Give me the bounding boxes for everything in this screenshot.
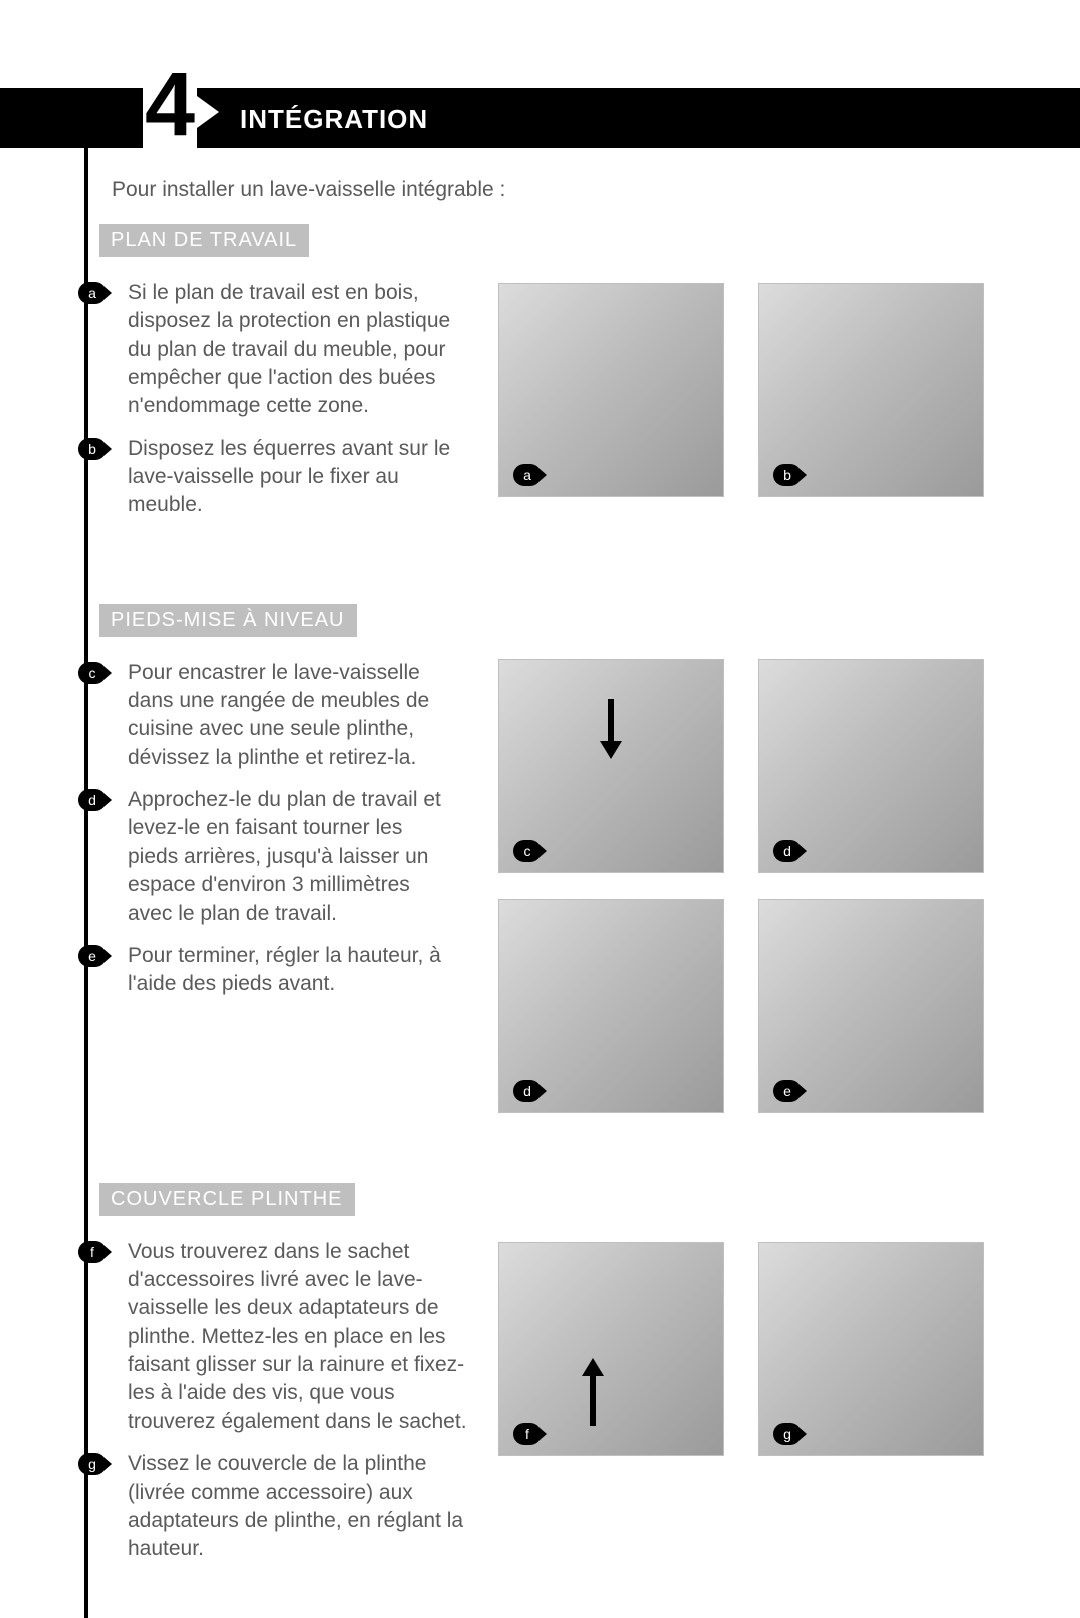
step-d-text: Approchez-le du plan de travail et levez… bbox=[128, 786, 458, 928]
subheading-couvercle: COUVERCLE PLINTHE bbox=[96, 1183, 355, 1216]
bullet-b: b bbox=[78, 438, 106, 460]
figure-e: e bbox=[758, 899, 984, 1113]
step-d: d Approchez-le du plan de travail et lev… bbox=[78, 786, 458, 928]
text-col-couvercle: f Vous trouverez dans le sachet d'access… bbox=[88, 1238, 478, 1578]
row-pieds: c Pour encastrer le lave-vaisselle dans … bbox=[88, 659, 1080, 1113]
figure-c: c bbox=[498, 659, 724, 873]
subheading-pieds: PIEDS-MISE À NIVEAU bbox=[96, 604, 357, 637]
step-c-text: Pour encastrer le lave-vaisselle dans un… bbox=[128, 659, 458, 772]
row-plan: a Si le plan de travail est en bois, dis… bbox=[88, 279, 1080, 534]
figure-b-tag: b bbox=[773, 464, 801, 486]
figure-d2-tag: d bbox=[513, 1080, 541, 1102]
page: 4 INTÉGRATION Pour installer un lave-vai… bbox=[0, 88, 1080, 1618]
step-number-badge: 4 bbox=[130, 62, 210, 148]
bullet-e: e bbox=[78, 945, 106, 967]
step-f-text: Vous trouverez dans le sachet d'accessoi… bbox=[128, 1238, 478, 1436]
step-c: c Pour encastrer le lave-vaisselle dans … bbox=[78, 659, 458, 772]
step-a-text: Si le plan de travail est en bois, dispo… bbox=[128, 279, 458, 421]
step-e: e Pour terminer, régler la hauteur, à l'… bbox=[78, 942, 458, 999]
step-b: b Disposez les équerres avant sur le lav… bbox=[78, 435, 458, 520]
bullet-f: f bbox=[78, 1241, 106, 1263]
figure-f: f bbox=[498, 1242, 724, 1456]
text-col-plan: a Si le plan de travail est en bois, dis… bbox=[88, 279, 458, 534]
body: Pour installer un lave-vaisselle intégra… bbox=[84, 148, 1080, 1618]
step-f: f Vous trouverez dans le sachet d'access… bbox=[78, 1238, 478, 1436]
figure-d1: d bbox=[758, 659, 984, 873]
figure-b: b bbox=[758, 283, 984, 497]
section-title: INTÉGRATION bbox=[240, 104, 428, 135]
bullet-c: c bbox=[78, 662, 106, 684]
figure-e-tag: e bbox=[773, 1080, 801, 1102]
step-b-text: Disposez les équerres avant sur le lave-… bbox=[128, 435, 458, 520]
step-g: g Vissez le couvercle de la plinthe (liv… bbox=[78, 1450, 478, 1563]
figure-d1-tag: d bbox=[773, 840, 801, 862]
row-couvercle: f Vous trouverez dans le sachet d'access… bbox=[88, 1238, 1080, 1578]
figures-couvercle: f g bbox=[478, 1238, 1080, 1456]
step-number: 4 bbox=[143, 60, 197, 150]
figures-pieds: c d d e bbox=[458, 659, 984, 1113]
figure-g: g bbox=[758, 1242, 984, 1456]
figure-f-tag: f bbox=[513, 1423, 541, 1445]
section-header-bar: 4 INTÉGRATION bbox=[0, 88, 1080, 148]
bullet-a: a bbox=[78, 282, 106, 304]
step-g-text: Vissez le couvercle de la plinthe (livré… bbox=[128, 1450, 478, 1563]
figure-d2: d bbox=[498, 899, 724, 1113]
step-a: a Si le plan de travail est en bois, dis… bbox=[78, 279, 458, 421]
text-col-pieds: c Pour encastrer le lave-vaisselle dans … bbox=[88, 659, 458, 1013]
figure-g-tag: g bbox=[773, 1423, 801, 1445]
subheading-plan: PLAN DE TRAVAIL bbox=[96, 224, 309, 257]
intro-text: Pour installer un lave-vaisselle intégra… bbox=[112, 178, 1080, 202]
bullet-g: g bbox=[78, 1453, 106, 1475]
figures-plan: a b bbox=[458, 279, 1080, 497]
step-e-text: Pour terminer, régler la hauteur, à l'ai… bbox=[128, 942, 458, 999]
figure-a-tag: a bbox=[513, 464, 541, 486]
figure-a: a bbox=[498, 283, 724, 497]
bullet-d: d bbox=[78, 789, 106, 811]
figure-c-tag: c bbox=[513, 840, 541, 862]
